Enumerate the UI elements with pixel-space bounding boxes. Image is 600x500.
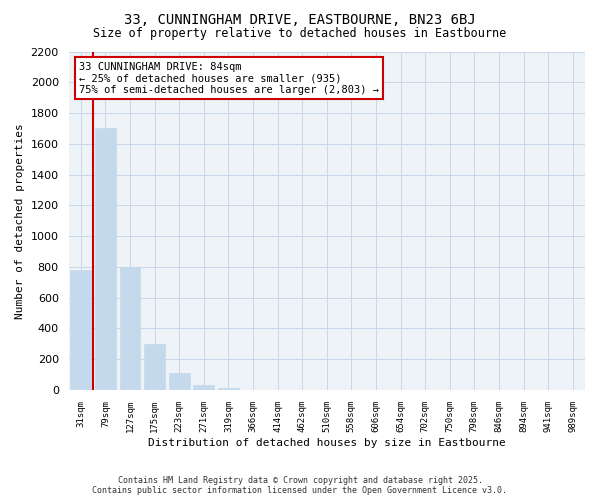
Bar [144,344,165,390]
Text: 33, CUNNINGHAM DRIVE, EASTBOURNE, BN23 6BJ: 33, CUNNINGHAM DRIVE, EASTBOURNE, BN23 6… [124,12,476,26]
Bar [70,270,91,390]
Bar [95,128,116,390]
Text: Contains HM Land Registry data © Crown copyright and database right 2025.
Contai: Contains HM Land Registry data © Crown c… [92,476,508,495]
Text: Size of property relative to detached houses in Eastbourne: Size of property relative to detached ho… [94,28,506,40]
X-axis label: Distribution of detached houses by size in Eastbourne: Distribution of detached houses by size … [148,438,506,448]
Bar [119,267,140,390]
Bar [169,373,190,390]
Bar [218,388,239,390]
Bar [193,384,214,390]
Y-axis label: Number of detached properties: Number of detached properties [15,123,25,318]
Text: 33 CUNNINGHAM DRIVE: 84sqm
← 25% of detached houses are smaller (935)
75% of sem: 33 CUNNINGHAM DRIVE: 84sqm ← 25% of deta… [79,62,379,95]
